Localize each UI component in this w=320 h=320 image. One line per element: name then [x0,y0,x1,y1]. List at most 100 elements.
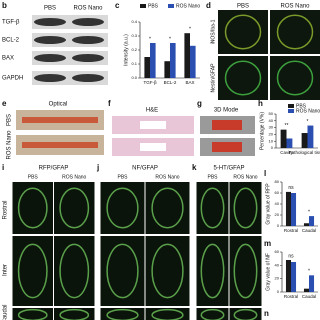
bar [309,275,315,292]
y-tick-label: 80 [275,179,280,184]
row-label: Rostral [3,200,9,219]
y-axis-label: Intensity (a.u.) [123,34,129,66]
bar [291,193,297,226]
bar [301,133,308,148]
bar [184,33,190,78]
bar [286,138,293,148]
tissue-outline [224,60,262,96]
y-tick-label: 0.1 [131,61,137,66]
bar [303,288,309,292]
significance: * [149,36,151,42]
tissue-outline [276,14,314,50]
tissue-outline [200,187,225,229]
panel-letter: i [2,163,4,172]
panel-title: Optical [49,102,68,108]
y-tick-label: 0 [277,223,280,228]
lesion [212,142,242,152]
tissue-outline [151,243,184,299]
panel-letter: b [2,1,7,10]
lesion [212,120,242,130]
tissue-outline [233,308,258,320]
y-tick-label: 0.0 [131,75,137,80]
column-label: ROS Nano [280,4,310,10]
tissue-outline [106,187,139,229]
tissue-outline [233,243,258,299]
legend-label: PBS [148,3,159,9]
bar [285,191,291,226]
lesion [140,143,166,151]
bar [285,260,291,292]
panel-letter: m [264,239,271,248]
blot-band [34,54,66,62]
significance: * [189,27,191,33]
x-tick-label: Caudal [302,294,316,299]
tissue [22,117,98,123]
column-label: PBS [44,6,56,12]
x-tick-label: TGF-β [143,80,156,85]
column-label: PBS [207,174,218,180]
tissue-outline [106,308,139,320]
blot-band [34,74,66,82]
x-tick-label: BCL-2 [164,80,177,85]
tissue-outline [59,187,90,229]
x-tick-label: Rostral [284,294,298,299]
significance: * [308,209,310,215]
column-label: PBS [237,4,249,10]
row-label: ROS Nano [7,130,13,160]
y-tick-label: 0.4 [131,19,137,24]
bar [144,57,150,78]
panel-letter: l [264,169,266,178]
row-label: Nestin/GFAP [210,63,216,93]
bar [303,223,309,226]
column-label: PBS [28,174,39,180]
bar [309,216,315,226]
panel-letter: e [2,99,7,108]
blot-band [34,36,66,44]
significance: ** [285,123,289,129]
y-axis-label: Gray value of NF [265,253,271,291]
panel-title: 3D Mode [214,108,239,114]
tissue-outline [17,243,48,299]
panel-title: H&E [146,108,158,114]
x-tick-label: Rostral [284,228,298,233]
legend-swatch [288,109,294,113]
tissue-outline [233,187,258,229]
significance: ns [288,185,294,191]
tissue-outline [151,308,184,320]
y-tick-label: 40 [275,262,280,267]
tissue-outline [59,308,90,320]
panel-letter: d [206,1,211,10]
tissue-outline [276,60,314,96]
panel-letter: n [264,309,269,318]
legend-swatch [168,4,174,8]
panel-letter: j [96,163,99,172]
panel-letter: g [197,99,202,108]
y-axis-label: Gray value of RFP [265,183,271,225]
legend-label: ROS Nano [296,108,320,114]
y-axis-label: Percentage (V%) [259,112,265,150]
significance: * [307,119,309,125]
y-tick-label: 0.2 [131,47,137,52]
legend-swatch [288,104,294,108]
row-label: iNOS/Iba-1 [210,19,216,44]
significance: * [308,269,310,275]
blot-band [34,18,66,26]
bar [190,45,196,78]
bar [280,129,287,148]
y-tick-label: 50 [269,111,274,116]
x-tick-label: Cavity [280,150,293,155]
tissue-outline [224,14,262,50]
bar [307,125,314,148]
significance: * [169,36,171,42]
row-label: TGF-β [2,20,20,26]
panel-title: NF/GFAP [132,166,158,172]
bar [164,61,170,78]
bar [170,43,176,78]
legend-label: ROS Nano [176,3,200,9]
tissue-outline [151,187,184,229]
column-label: ROS Nano [73,6,103,12]
y-tick-label: 60 [275,249,280,254]
y-tick-label: 40 [269,118,274,123]
tissue-outline [200,243,225,299]
